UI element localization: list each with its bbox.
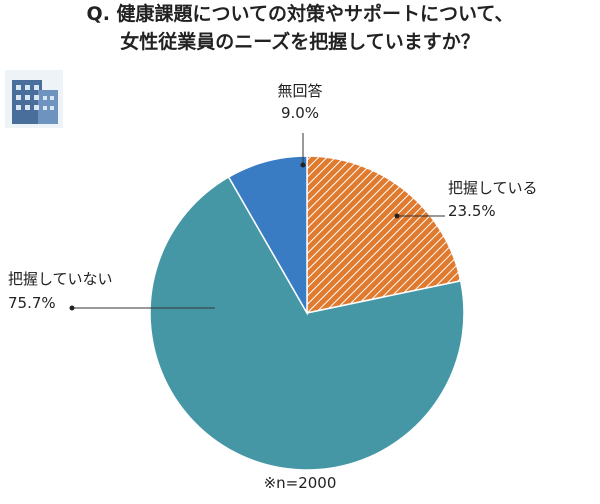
pie-slice (306, 155, 462, 314)
leader-dot (69, 305, 75, 311)
building-icon (5, 70, 63, 128)
value-label: 9.0% (281, 104, 319, 122)
category-label: 把握している (448, 179, 538, 197)
leader-dot (394, 213, 400, 219)
category-label: 無回答 (277, 82, 322, 100)
pie-slice (227, 155, 308, 316)
category-label: 把握していない (8, 270, 113, 288)
pie-slice (149, 175, 465, 471)
value-label: 75.7% (8, 294, 56, 312)
pie (149, 155, 465, 471)
leader-dot (300, 162, 306, 168)
value-label: 23.5% (448, 202, 496, 220)
chart-title: Q. 健康課題についての対策やサポートについて、 (87, 2, 514, 25)
chart-subtitle: 女性従業員のニーズを把握していますか？ (120, 30, 479, 53)
note: ※n=2000 (264, 474, 337, 492)
